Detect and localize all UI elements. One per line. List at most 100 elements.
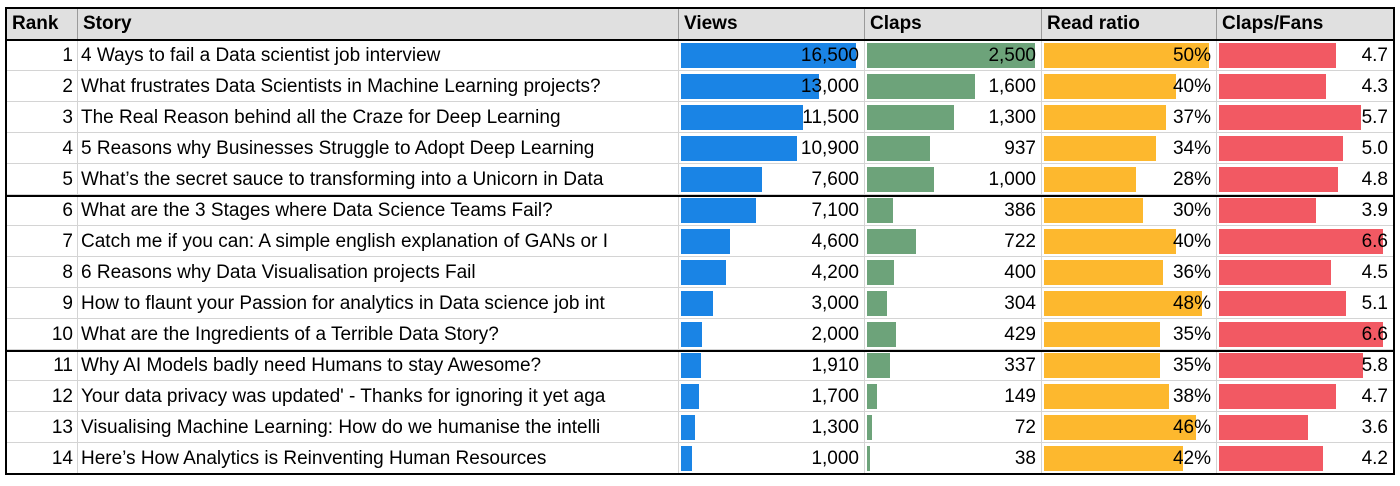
claps-fans-cell[interactable]: 4.7 [1217,381,1394,412]
claps-value: 722 [1004,231,1036,252]
claps-fans-cell[interactable]: 5.7 [1217,102,1394,133]
claps-fans-cell[interactable]: 5.1 [1217,288,1394,319]
rank-cell[interactable]: 11 [7,350,78,381]
claps-cell[interactable]: 386 [865,195,1042,226]
read-ratio-cell[interactable]: 46% [1042,412,1217,443]
claps-cell[interactable]: 1,300 [865,102,1042,133]
read-ratio-cell[interactable]: 40% [1042,226,1217,257]
header-claps[interactable]: Claps [865,8,1042,39]
claps-fans-bar [1219,229,1383,254]
rank-cell[interactable]: 6 [7,195,78,226]
claps-fans-cell[interactable]: 4.5 [1217,257,1394,288]
claps-cell[interactable]: 1,000 [865,164,1042,195]
read-ratio-cell[interactable]: 50% [1042,40,1217,71]
row-gridline [7,318,1394,319]
story-cell[interactable]: Catch me if you can: A simple english ex… [78,226,679,257]
claps-value: 72 [1014,417,1036,438]
read-ratio-cell[interactable]: 48% [1042,288,1217,319]
claps-fans-cell[interactable]: 5.0 [1217,133,1394,164]
rank-cell[interactable]: 8 [7,257,78,288]
views-cell[interactable]: 1,000 [679,443,865,474]
claps-cell[interactable]: 149 [865,381,1042,412]
story-cell[interactable]: Why AI Models badly need Humans to stay … [78,350,679,381]
claps-cell[interactable]: 400 [865,257,1042,288]
views-cell[interactable]: 2,000 [679,319,865,350]
views-cell[interactable]: 4,200 [679,257,865,288]
header-story[interactable]: Story [78,8,679,39]
claps-fans-cell[interactable]: 3.9 [1217,195,1394,226]
views-cell[interactable]: 3,000 [679,288,865,319]
claps-fans-cell[interactable]: 4.2 [1217,443,1394,474]
table-row: 11 Why AI Models badly need Humans to sta… [7,350,1394,381]
header-rank[interactable]: Rank [7,8,78,39]
claps-cell[interactable]: 72 [865,412,1042,443]
claps-cell[interactable]: 429 [865,319,1042,350]
header-read-ratio[interactable]: Read ratio [1042,8,1217,39]
views-cell[interactable]: 1,910 [679,350,865,381]
header-views[interactable]: Views [679,8,865,39]
claps-fans-cell[interactable]: 3.6 [1217,412,1394,443]
rank-cell[interactable]: 7 [7,226,78,257]
story-cell[interactable]: What’s the secret sauce to transforming … [78,164,679,195]
rank-cell[interactable]: 3 [7,102,78,133]
claps-fans-cell[interactable]: 4.8 [1217,164,1394,195]
read-ratio-cell[interactable]: 38% [1042,381,1217,412]
read-ratio-cell[interactable]: 34% [1042,133,1217,164]
story-cell[interactable]: The Real Reason behind all the Craze for… [78,102,679,133]
views-cell[interactable]: 16,500 [679,40,865,71]
story-cell[interactable]: Visualising Machine Learning: How do we … [78,412,679,443]
rank-cell[interactable]: 1 [7,40,78,71]
story-cell[interactable]: What are the 3 Stages where Data Science… [78,195,679,226]
read-ratio-cell[interactable]: 35% [1042,350,1217,381]
story-cell[interactable]: How to flaunt your Passion for analytics… [78,288,679,319]
claps-cell[interactable]: 38 [865,443,1042,474]
claps-cell[interactable]: 1,600 [865,71,1042,102]
views-cell[interactable]: 1,700 [679,381,865,412]
views-cell[interactable]: 4,600 [679,226,865,257]
claps-fans-cell[interactable]: 6.6 [1217,226,1394,257]
rank-cell[interactable]: 5 [7,164,78,195]
story-cell[interactable]: What frustrates Data Scientists in Machi… [78,71,679,102]
rank-cell[interactable]: 9 [7,288,78,319]
claps-cell[interactable]: 2,500 [865,40,1042,71]
claps-bar [867,105,954,130]
header-claps-fans[interactable]: Claps/Fans [1217,8,1394,39]
read-ratio-cell[interactable]: 36% [1042,257,1217,288]
claps-fans-cell[interactable]: 4.3 [1217,71,1394,102]
views-cell[interactable]: 13,000 [679,71,865,102]
claps-cell[interactable]: 304 [865,288,1042,319]
story-cell[interactable]: 6 Reasons why Data Visualisation project… [78,257,679,288]
read-ratio-cell[interactable]: 42% [1042,443,1217,474]
rank-cell[interactable]: 14 [7,443,78,474]
claps-bar [867,136,930,161]
rank-cell[interactable]: 13 [7,412,78,443]
claps-fans-cell[interactable]: 6.6 [1217,319,1394,350]
story-cell[interactable]: 4 Ways to fail a Data scientist job inte… [78,40,679,71]
story-cell[interactable]: Your data privacy was updated' - Thanks … [78,381,679,412]
read-ratio-cell[interactable]: 40% [1042,71,1217,102]
rank-cell[interactable]: 10 [7,319,78,350]
views-cell[interactable]: 7,100 [679,195,865,226]
views-cell[interactable]: 11,500 [679,102,865,133]
claps-value: 2,500 [988,45,1036,66]
read-ratio-cell[interactable]: 30% [1042,195,1217,226]
claps-fans-cell[interactable]: 4.7 [1217,40,1394,71]
story-cell[interactable]: What are the Ingredients of a Terrible D… [78,319,679,350]
views-cell[interactable]: 7,600 [679,164,865,195]
read-ratio-value: 30% [1172,200,1211,221]
read-ratio-cell[interactable]: 37% [1042,102,1217,133]
read-ratio-cell[interactable]: 35% [1042,319,1217,350]
rank-cell[interactable]: 12 [7,381,78,412]
story-cell[interactable]: 5 Reasons why Businesses Struggle to Ado… [78,133,679,164]
claps-cell[interactable]: 937 [865,133,1042,164]
rank-cell[interactable]: 4 [7,133,78,164]
views-cell[interactable]: 1,300 [679,412,865,443]
story-cell[interactable]: Here’s How Analytics is Reinventing Huma… [78,443,679,474]
views-cell[interactable]: 10,900 [679,133,865,164]
claps-cell[interactable]: 337 [865,350,1042,381]
rank-cell[interactable]: 2 [7,71,78,102]
read-ratio-cell[interactable]: 28% [1042,164,1217,195]
claps-cell[interactable]: 722 [865,226,1042,257]
claps-fans-cell[interactable]: 5.8 [1217,350,1394,381]
